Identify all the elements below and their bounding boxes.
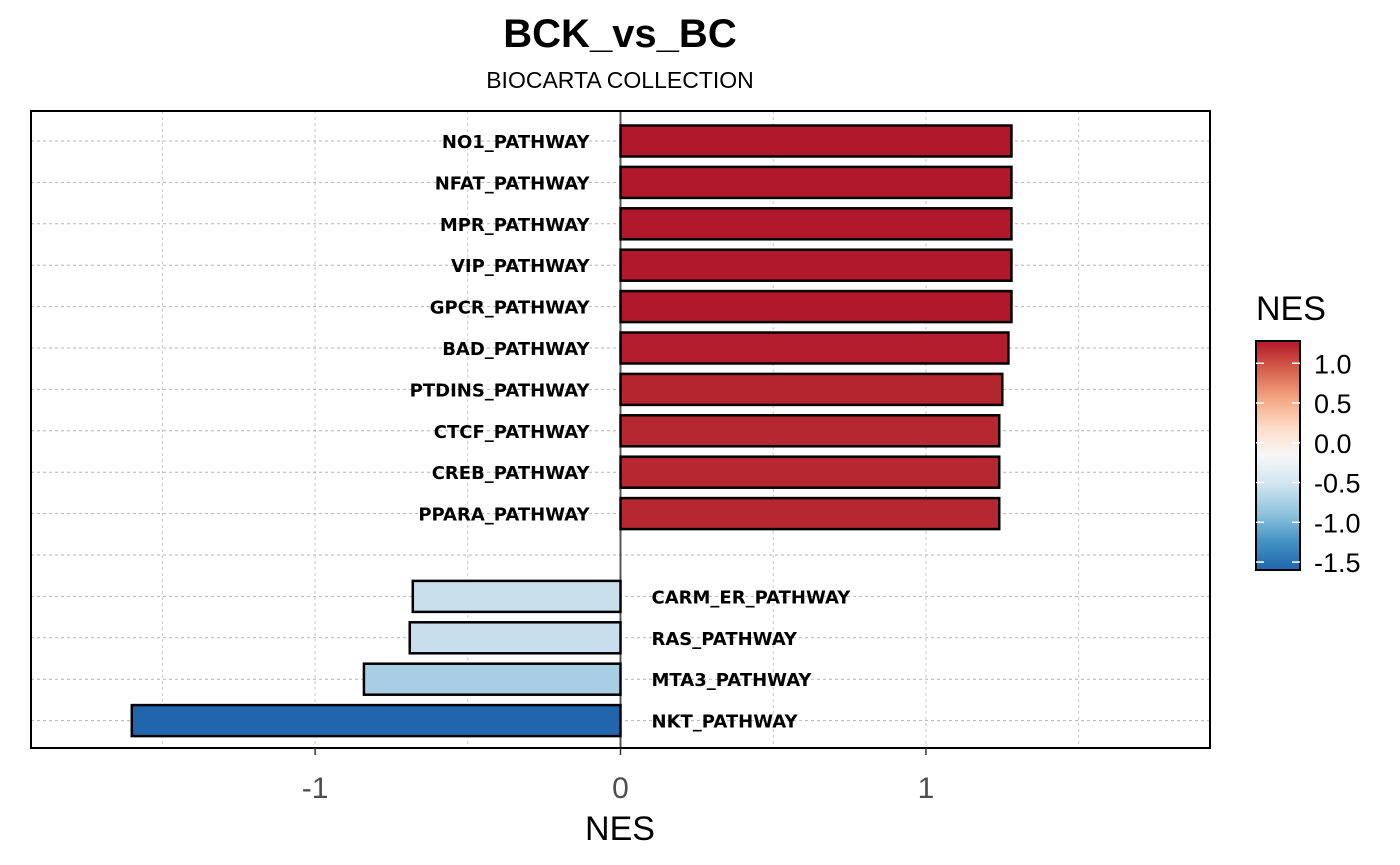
category-label: NKT_PATHWAY xyxy=(652,712,799,733)
category-label: PPARA_PATHWAY xyxy=(418,505,590,526)
chart-subtitle: BIOCARTA COLLECTION xyxy=(486,67,754,93)
x-tick-label: 0 xyxy=(612,772,629,805)
legend-tick-label: 0.0 xyxy=(1314,429,1352,459)
bars xyxy=(130,124,1013,738)
legend-title: NES xyxy=(1256,290,1326,328)
bar-ppara-pathway xyxy=(619,496,1001,531)
bar-ptdins-pathway xyxy=(619,372,1004,407)
category-label: PTDINS_PATHWAY xyxy=(410,380,591,401)
legend-tick-label: 0.5 xyxy=(1314,389,1352,419)
category-label: NFAT_PATHWAY xyxy=(435,173,591,194)
x-axis-title: NES xyxy=(585,810,655,848)
category-label: CREB_PATHWAY xyxy=(432,463,591,484)
category-labels: NO1_PATHWAY NFAT_PATHWAY MPR_PATHWAY VIP_PA… xyxy=(410,132,852,733)
category-label: MPR_PATHWAY xyxy=(440,215,591,236)
legend-tick-label: 1.0 xyxy=(1314,349,1352,379)
bar-ras-pathway xyxy=(408,621,622,655)
category-label: CARM_ER_PATHWAY xyxy=(652,587,852,608)
bar-gpcr-pathway xyxy=(619,289,1013,324)
legend-color-bar xyxy=(1255,340,1301,571)
color-legend: NES 1.0 0.5 0.0 -0.5 -1.0 -1.5 xyxy=(1255,290,1361,578)
category-label: MTA3_PATHWAY xyxy=(652,670,813,691)
bar-no1-pathway xyxy=(619,124,1013,158)
x-axis-ticks: -1 0 1 xyxy=(302,748,935,805)
category-label: GPCR_PATHWAY xyxy=(430,298,591,319)
bar-nkt-pathway xyxy=(130,703,622,738)
bar-creb-pathway xyxy=(619,455,1001,489)
bar-mta3-pathway xyxy=(362,662,622,696)
legend-tick-label: -1.0 xyxy=(1314,508,1361,538)
category-label: BAD_PATHWAY xyxy=(442,339,590,360)
legend-ticks: 1.0 0.5 0.0 -0.5 -1.0 -1.5 xyxy=(1256,349,1361,578)
legend-tick-label: -1.5 xyxy=(1314,548,1361,578)
bar-nfat-pathway xyxy=(619,165,1013,200)
x-tick-label: -1 xyxy=(302,772,329,805)
x-tick-label: 1 xyxy=(918,772,935,805)
category-label: CTCF_PATHWAY xyxy=(434,422,591,443)
category-label: RAS_PATHWAY xyxy=(652,629,798,650)
category-label: VIP_PATHWAY xyxy=(451,256,590,277)
bar-mpr-pathway xyxy=(619,207,1013,241)
bar-carm-er-pathway xyxy=(411,579,622,614)
legend-tick-label: -0.5 xyxy=(1314,469,1361,499)
bar-bad-pathway xyxy=(619,331,1010,365)
chart-title: BCK_vs_BC xyxy=(503,12,736,56)
bar-vip-pathway xyxy=(619,248,1013,282)
category-label: NO1_PATHWAY xyxy=(442,132,591,153)
bar-ctcf-pathway xyxy=(619,414,1001,448)
